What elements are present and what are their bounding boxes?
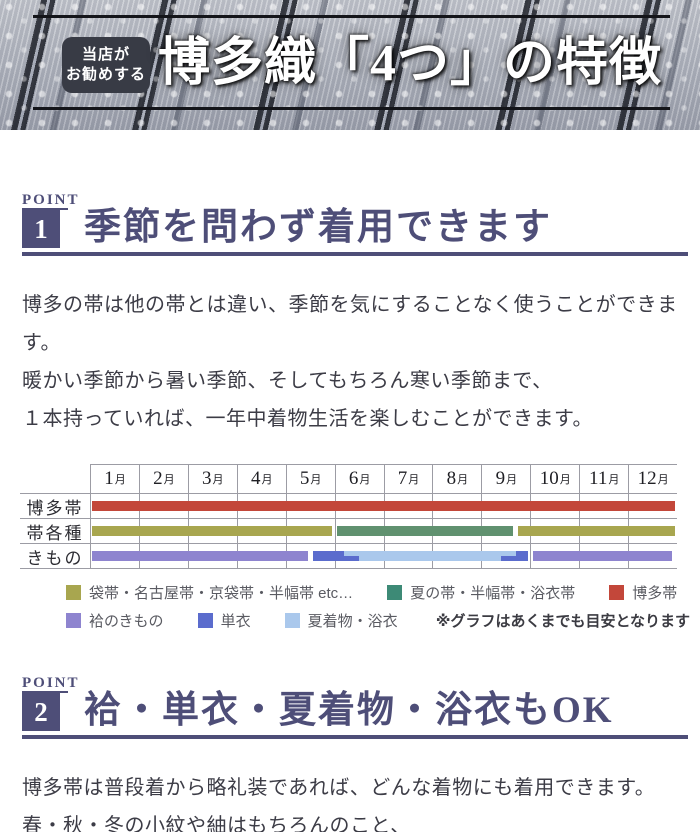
point1-body-line2: 暖かい季節から暑い季節、そしてもちろん寒い季節まで、 — [22, 370, 553, 392]
chart-bar — [344, 551, 516, 561]
legend-item: 単衣 — [197, 610, 251, 631]
point1-number: 1 — [22, 210, 60, 248]
wear-period-chart: 1 月 2 月 3 月 4 月 5 月 6 月 7 月 8 月 9 月 10 月 11 月 12 月博多帯帯各種きもの — [20, 464, 677, 569]
point2-body: 博多帯は普段着から略礼装であれば、どんな着物にも着用できます。 春・秋・冬の小紋… — [22, 769, 700, 832]
chart-bar — [92, 551, 308, 561]
point1-section: POINT 1 季節を問わず着用できます 博多の帯は他の帯とは違い、季節を気にす… — [0, 192, 700, 438]
legend-swatch — [66, 613, 81, 628]
point2-badge: POINT 2 — [22, 675, 80, 731]
chart-bar — [515, 551, 528, 561]
point1-heading: 季節を問わず着用できます — [84, 207, 552, 248]
grid-cell — [90, 519, 139, 543]
grid-cell — [90, 544, 139, 568]
point2-heading-block: POINT 2 袷・単衣・夏着物・浴衣もOK — [22, 675, 700, 731]
chart-month-header: 1 月 2 月 3 月 4 月 5 月 6 月 7 月 8 月 9 月 10 月 11 月 12 月 — [20, 464, 677, 493]
point2-rule — [22, 735, 688, 739]
legend-item: 袋帯・名古屋帯・京袋帯・半幅帯 etc… — [66, 582, 353, 603]
point2-body-line1: 博多帯は普段着から略礼装であれば、どんな着物にも着用できます。 — [22, 777, 656, 799]
badge-line2: お勧めする — [65, 67, 146, 83]
legend-label: 袋帯・名古屋帯・京袋帯・半幅帯 etc… — [89, 585, 354, 602]
point1-body-line1: 博多の帯は他の帯とは違い、季節を気にすることなく使うことができます。 — [22, 294, 678, 354]
chart-note: ※グラフはあくまでも目安となります — [435, 613, 690, 630]
chart-bar — [92, 526, 333, 536]
shop-recommend-badge: 当店が お勧めする — [62, 37, 150, 93]
grid-cell — [530, 544, 579, 568]
legend-item: 夏着物・浴衣 — [284, 610, 398, 631]
grid-cell — [90, 494, 139, 518]
point2-heading: 袷・単衣・夏着物・浴衣もOK — [84, 690, 614, 731]
chart-corner-cell — [20, 464, 90, 493]
point2-section: POINT 2 袷・単衣・夏着物・浴衣もOK 博多帯は普段着から略礼装であれば、… — [0, 675, 700, 832]
legend-label: 単衣 — [220, 613, 251, 630]
hero-banner: 当店が お勧めする 博多織「4つ」の特徴 — [0, 0, 700, 130]
legend-label: 博多帯 — [632, 585, 678, 602]
page-title: 博多織「4つ」の特徴 — [158, 35, 663, 92]
chart-bar — [92, 501, 675, 511]
legend-label: 夏着物・浴衣 — [307, 613, 398, 630]
legend-swatch — [284, 613, 300, 628]
point2-number: 2 — [22, 693, 60, 731]
month-cell: 10 月 — [530, 465, 579, 493]
point1-body: 博多の帯は他の帯とは違い、季節を気にすることなく使うことができます。 暖かい季節… — [22, 286, 700, 438]
chart-bar — [344, 556, 360, 561]
point1-badge: POINT 1 — [22, 192, 80, 248]
legend-row: 袷のきもの 単衣 夏着物・浴衣 ※グラフはあくまでも目安となります — [66, 610, 690, 631]
chart-row: きもの — [20, 543, 677, 568]
badge-line1: 当店が — [81, 47, 130, 63]
legend-item: 夏の帯・半幅帯・浴衣帯 — [387, 582, 575, 603]
wear-period-chart-section: 1 月 2 月 3 月 4 月 5 月 6 月 7 月 8 月 9 月 10 月 11 月 12 月博多帯 帯各種 きもの 袋帯・… — [0, 464, 700, 631]
legend-swatch — [387, 585, 403, 600]
legend-label: 袷のきもの — [89, 613, 164, 630]
chart-row: 帯各種 — [20, 518, 677, 543]
chart-bar — [518, 526, 675, 536]
grid-cell — [334, 519, 384, 543]
chart-bar — [532, 551, 673, 561]
point2-body-line2: 春・秋・冬の小紋や紬はもちろんのこと、 — [22, 815, 411, 832]
point1-body-line3: １本持っていれば、一年中着物生活を楽しむことができます。 — [22, 408, 593, 430]
point2-word: POINT — [22, 675, 80, 693]
chart-row: 博多帯 — [20, 493, 677, 518]
chart-row-label: 博多帯 — [26, 498, 84, 518]
chart-bar — [337, 526, 514, 536]
legend-item: 博多帯 — [609, 582, 677, 603]
chart-legend: 袋帯・名古屋帯・京袋帯・半幅帯 etc… 夏の帯・半幅帯・浴衣帯 博多帯袷のきもの 単… — [66, 582, 690, 631]
point1-rule — [22, 252, 688, 256]
chart-row-label: 帯各種 — [26, 523, 84, 543]
hero-bottom-rule — [33, 107, 670, 110]
point1-heading-block: POINT 1 季節を問わず着用できます — [22, 192, 700, 248]
month-cell: 11 月 — [579, 465, 628, 493]
legend-row: 袋帯・名古屋帯・京袋帯・半幅帯 etc… 夏の帯・半幅帯・浴衣帯 博多帯 — [66, 582, 690, 603]
point1-word: POINT — [22, 192, 80, 210]
chart-bar — [312, 551, 345, 561]
month-cell: 12 月 — [628, 465, 677, 493]
chart-row-label: きもの — [26, 548, 84, 568]
hero-top-rule — [33, 15, 670, 18]
legend-item: 袷のきもの — [66, 610, 164, 631]
legend-swatch — [66, 585, 81, 600]
legend-label: 夏の帯・半幅帯・浴衣帯 — [410, 585, 576, 602]
chart-bar — [500, 556, 516, 561]
legend-swatch — [197, 613, 213, 628]
legend-swatch — [609, 585, 625, 600]
